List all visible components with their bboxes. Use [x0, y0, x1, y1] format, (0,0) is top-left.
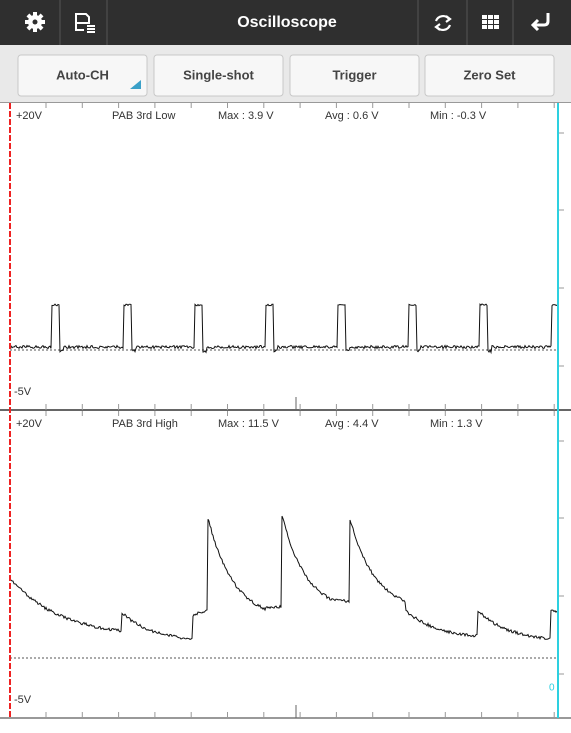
- channel-max: Max : 11.5 V: [218, 418, 280, 430]
- toolbar: [0, 0, 571, 45]
- channel-min: Min : -0.3 V: [430, 110, 487, 122]
- button-label[interactable]: Zero Set: [463, 67, 516, 82]
- channel-name: PAB 3rd Low: [112, 110, 175, 122]
- button[interactable]: [17, 54, 148, 97]
- refresh-icon[interactable]: [434, 15, 452, 31]
- channel-bottom-label: -5V: [14, 386, 32, 398]
- title: Oscilloscope: [237, 14, 337, 31]
- channel-top-label: +20V: [16, 110, 43, 122]
- button-label[interactable]: Auto-CH: [56, 67, 109, 82]
- button[interactable]: [153, 54, 284, 97]
- channel-min: Min : 1.3 V: [430, 418, 483, 430]
- button-label[interactable]: Single-shot: [183, 67, 254, 82]
- settings-icon[interactable]: [25, 12, 45, 32]
- channel-max: Max : 3.9 V: [218, 110, 274, 122]
- button-label[interactable]: Trigger: [332, 67, 376, 82]
- channel-top-label: +20V: [16, 418, 43, 430]
- channel-bottom-label: -5V: [14, 694, 32, 706]
- save-icon[interactable]: [75, 13, 95, 33]
- channel-avg: Avg : 0.6 V: [325, 110, 379, 122]
- channel-name: PAB 3rd High: [112, 418, 178, 430]
- waveform: [9, 303, 559, 355]
- channel-avg: Avg : 4.4 V: [325, 418, 379, 430]
- cursor-label: 0: [549, 683, 555, 694]
- dropdown-indicator[interactable]: [130, 80, 141, 89]
- waveform: [9, 515, 559, 641]
- grid-icon[interactable]: [482, 15, 499, 29]
- button[interactable]: [424, 54, 555, 97]
- back-icon[interactable]: [530, 13, 550, 32]
- button[interactable]: [289, 54, 420, 97]
